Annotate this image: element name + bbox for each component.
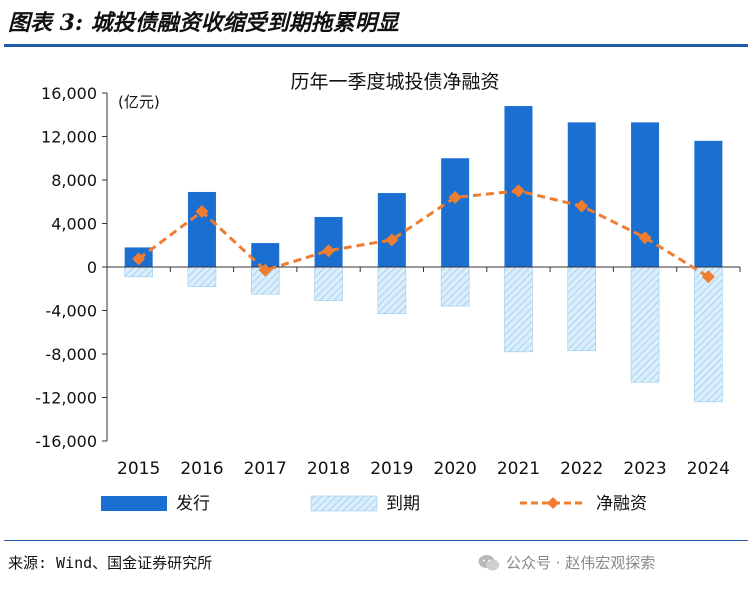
y-tick-label: 12,000 <box>41 128 97 147</box>
legend-swatch-maturity <box>310 495 378 512</box>
issuance-bar-2022 <box>567 122 596 267</box>
maturity-bar-2018 <box>314 266 343 302</box>
net-financing-point-2019 <box>385 233 399 247</box>
x-tick-label: 2020 <box>434 459 477 479</box>
chart: 历年一季度城投债净融资 (亿元) 16,000 12,000 8,000 4,000 0… <box>35 71 741 514</box>
issuance-bar-2017 <box>251 243 280 267</box>
x-tick-label: 2018 <box>307 459 350 479</box>
net-financing-point-2022 <box>575 199 589 213</box>
y-tick-label: -8,000 <box>45 345 97 364</box>
x-tick-label: 2024 <box>687 459 730 479</box>
wechat-icon <box>478 554 499 570</box>
issuance-bar-2018 <box>314 216 343 267</box>
x-tick-label: 2017 <box>244 459 287 479</box>
top-rule <box>4 44 748 47</box>
x-tick-label: 2019 <box>370 459 413 479</box>
watermark: 公众号 · 赵伟宏观探索 <box>478 552 655 573</box>
issuance-bar-2016 <box>187 191 216 267</box>
figure-title: 图表 3: 城投债融资收缩受到期拖累明显 <box>8 10 399 36</box>
chart-title: 历年一季度城投债净融资 <box>290 71 499 93</box>
x-tick-label: 2016 <box>180 459 223 479</box>
net-financing-point-2018 <box>322 244 336 258</box>
y-tick-label: 16,000 <box>41 84 97 103</box>
maturity-bar-2020 <box>440 266 470 307</box>
x-tick-label: 2015 <box>117 459 160 479</box>
maturity-bar-2024 <box>694 266 723 403</box>
y-tick-label: -4,000 <box>45 302 97 321</box>
y-tick-label: -12,000 <box>35 389 97 408</box>
net-financing-point-2015 <box>132 252 146 266</box>
net-financing-point-2023 <box>638 231 652 245</box>
maturity-bar-2022 <box>567 266 597 352</box>
x-tick-label: 2022 <box>560 459 603 479</box>
maturity-bar-2016 <box>187 266 217 287</box>
x-tick-label: 2021 <box>497 459 540 479</box>
watermark-text: 公众号 · 赵伟宏观探索 <box>506 554 656 572</box>
maturity-bar-2015 <box>124 266 153 278</box>
legend-marker-net <box>547 497 559 509</box>
legend-label-maturity: 到期 <box>386 494 420 514</box>
legend-swatch-issuance <box>101 496 167 511</box>
net-financing-point-2021 <box>511 184 525 198</box>
net-financing-line <box>137 189 710 279</box>
y-tick-label: -16,000 <box>35 432 97 451</box>
net-financing-point-2024 <box>701 270 715 284</box>
bottom-rule <box>4 540 748 541</box>
x-tick-label: 2023 <box>623 459 666 479</box>
net-financing-point-2016 <box>195 205 209 219</box>
y-tick-label: 0 <box>87 258 97 277</box>
legend-label-issuance: 发行 <box>176 494 210 514</box>
source-note: 来源: Wind、国金证券研究所 <box>8 554 213 572</box>
unit-label: (亿元) <box>118 93 160 111</box>
issuance-bar-2019 <box>377 193 406 267</box>
y-tick-label: 4,000 <box>51 215 97 234</box>
net-financing-point-2017 <box>258 263 272 277</box>
legend-label-net: 净融资 <box>596 494 647 514</box>
issuance-bar-2023 <box>631 122 660 267</box>
maturity-bar-2021 <box>504 266 533 353</box>
maturity-bar-2023 <box>630 266 660 383</box>
maturity-bar-2019 <box>377 266 407 315</box>
issuance-bar-2024 <box>694 140 723 267</box>
y-tick-label: 8,000 <box>51 171 97 190</box>
issuance-bar-2020 <box>441 158 470 267</box>
net-financing-point-2020 <box>448 190 462 204</box>
legend: 发行 到期 净融资 <box>101 494 647 514</box>
